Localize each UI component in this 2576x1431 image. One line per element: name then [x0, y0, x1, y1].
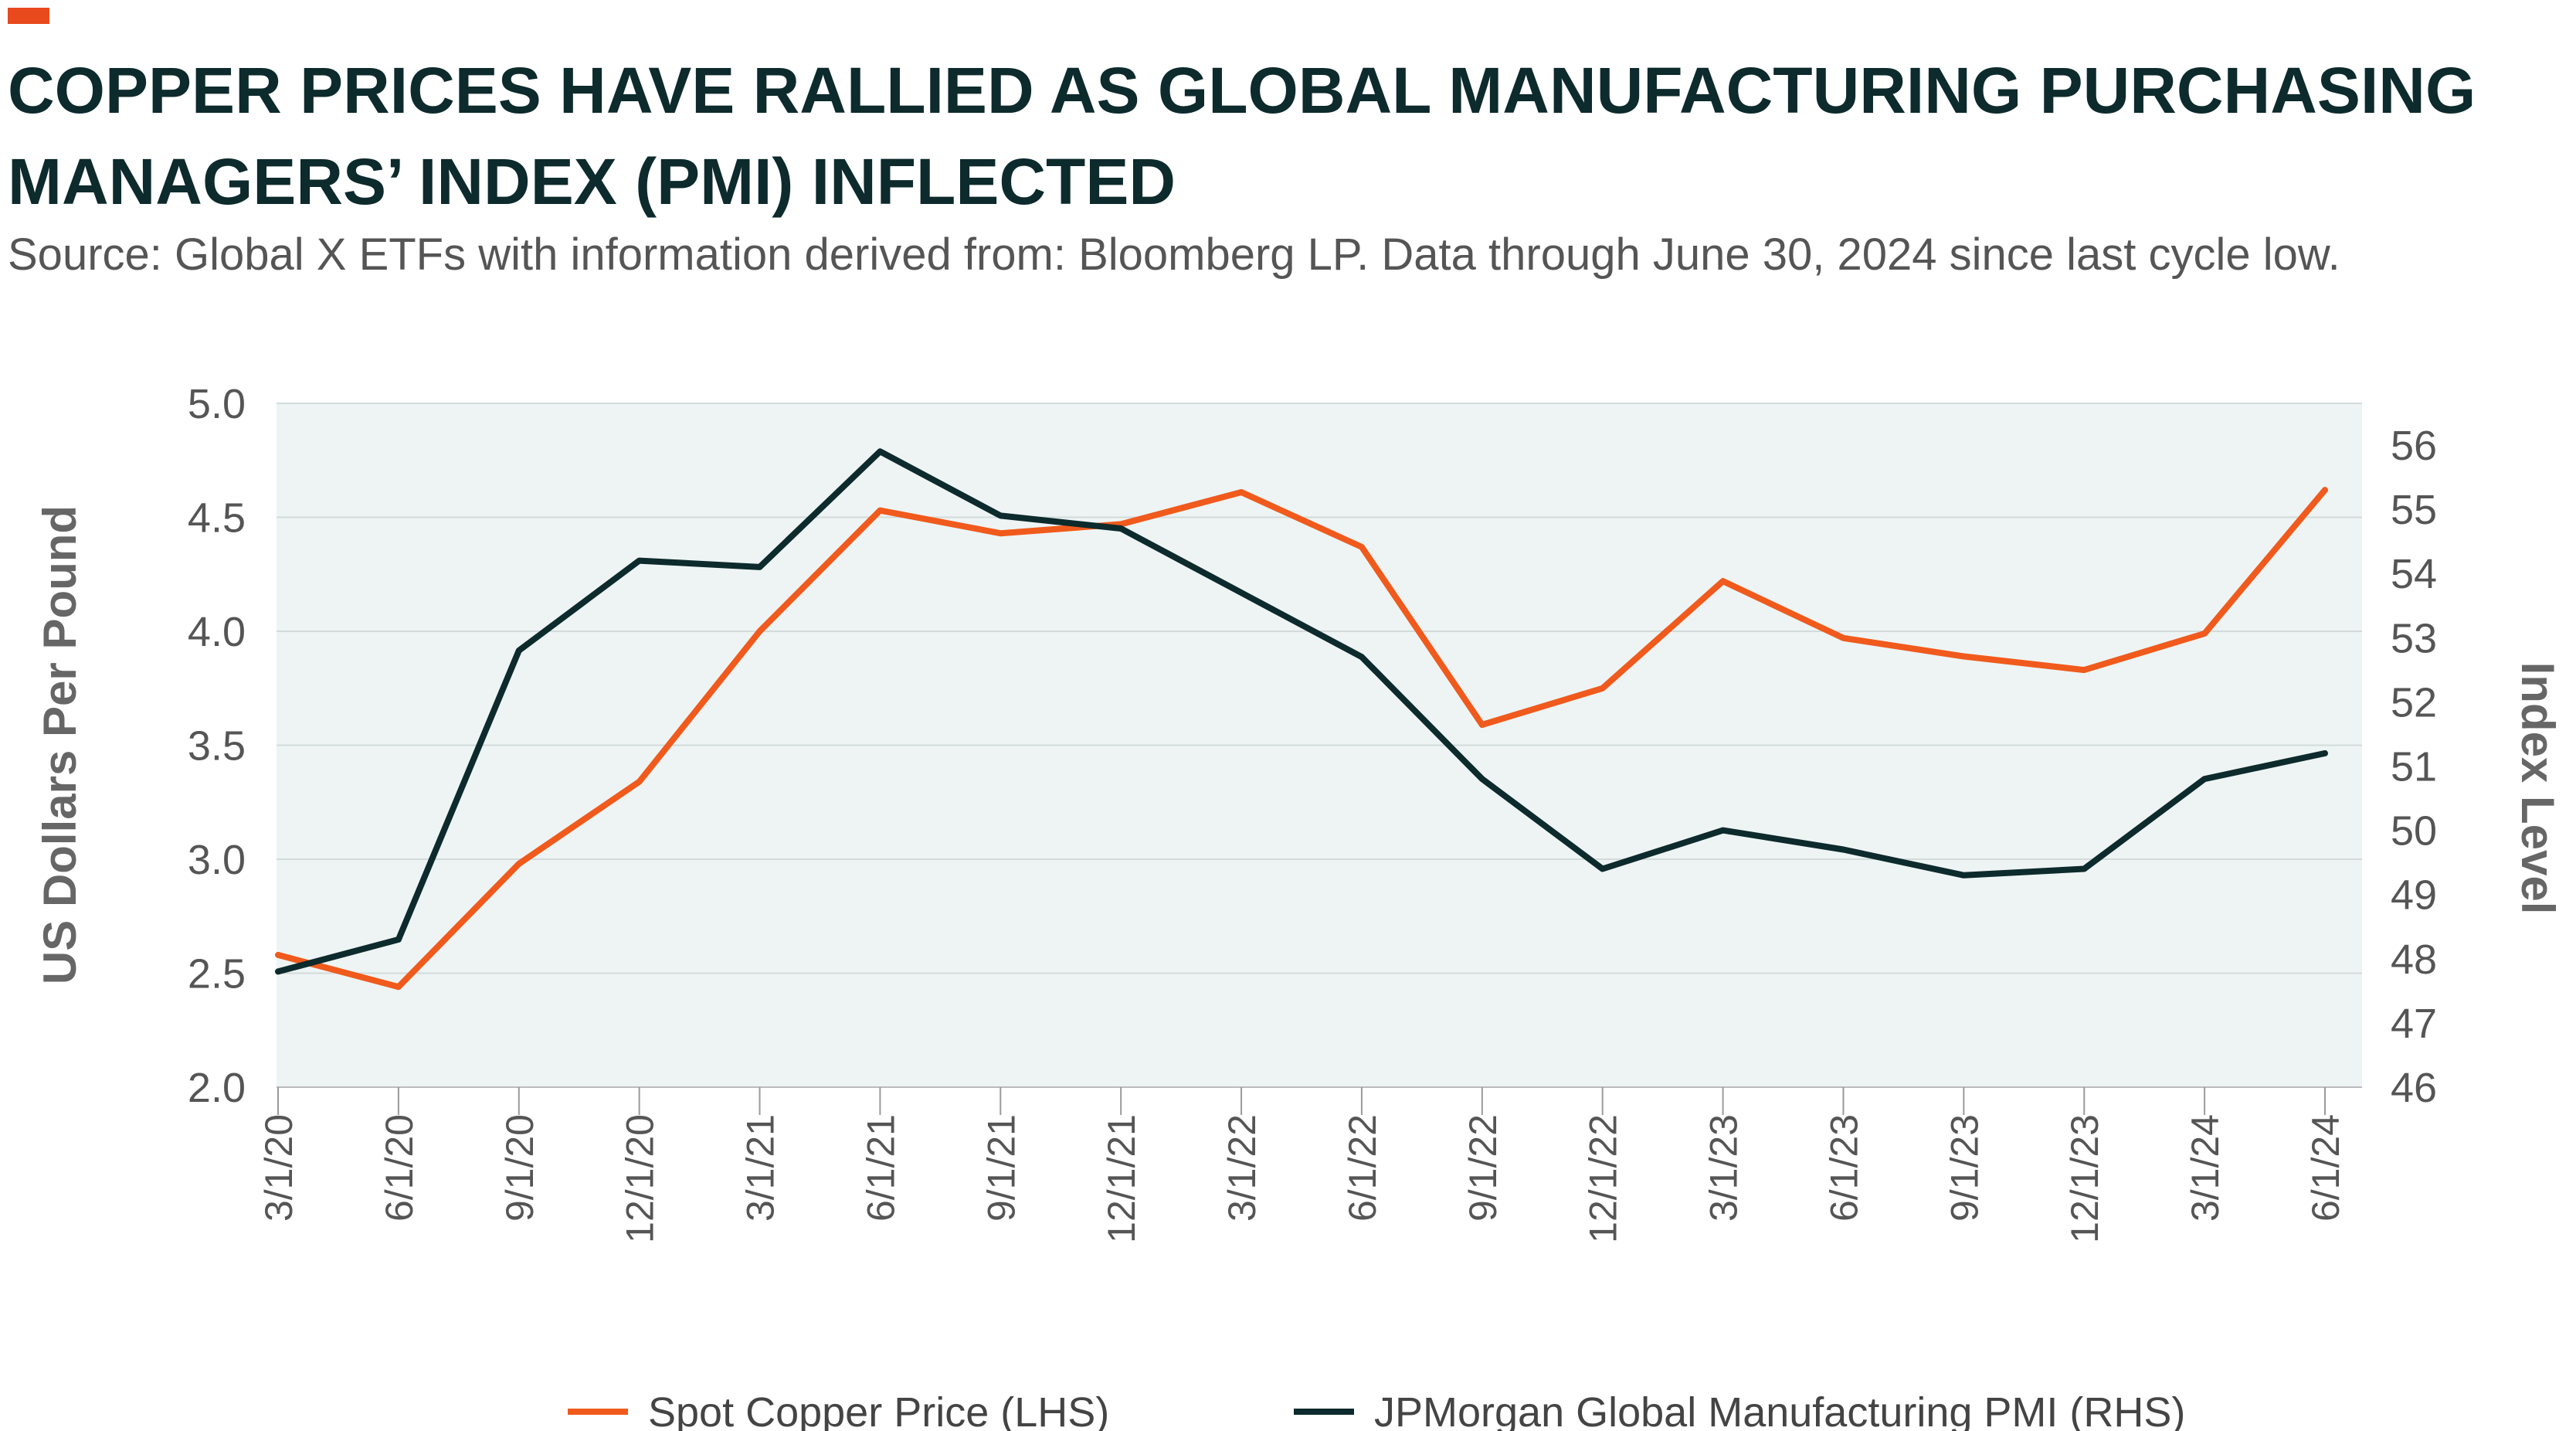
- x-tick-label: 12/1/22: [1582, 1114, 1625, 1243]
- x-tick-label: 3/1/24: [2184, 1114, 2227, 1222]
- y-right-tick-label: 55: [2391, 487, 2437, 533]
- x-tick-label: 9/1/20: [498, 1114, 541, 1222]
- y-left-tick-label: 5.0: [188, 381, 246, 427]
- x-tick-label: 3/1/23: [1702, 1114, 1746, 1222]
- y-right-tick-label: 54: [2391, 551, 2437, 597]
- x-tick-label: 9/1/21: [979, 1114, 1023, 1222]
- y-left-tick-label: 2.5: [188, 951, 246, 998]
- legend-label: Spot Copper Price (LHS): [648, 1389, 1109, 1431]
- y-right-tick-label: 52: [2391, 679, 2437, 726]
- x-tick-label: 6/1/24: [2304, 1114, 2347, 1222]
- chart-source-note: Source: Global X ETFs with information d…: [8, 229, 2340, 280]
- legend-item: JPMorgan Global Manufacturing PMI (RHS): [1294, 1389, 2185, 1431]
- y-right-tick-label: 53: [2391, 615, 2437, 661]
- y-right-tick-label: 51: [2391, 744, 2437, 790]
- x-tick-label: 3/1/21: [739, 1114, 782, 1222]
- y-right-tick-label: 49: [2391, 872, 2437, 919]
- chart-title: COPPER PRICES HAVE RALLIED AS GLOBAL MAN…: [8, 54, 2476, 218]
- y-right-tick-label: 48: [2391, 936, 2437, 983]
- pmi-line: [275, 448, 2328, 975]
- copper-price-line: [275, 487, 2328, 991]
- x-tick-label: 6/1/20: [378, 1114, 421, 1222]
- y-left-tick-label: 4.5: [188, 495, 246, 542]
- y-left-tick-label: 2.0: [188, 1065, 246, 1111]
- x-tick-label: 9/1/23: [1943, 1114, 1986, 1222]
- y-left-tick-label: 4.0: [188, 609, 246, 655]
- copper-price-line-series: [275, 487, 2328, 991]
- x-tick-label: 6/1/22: [1341, 1114, 1384, 1222]
- x-tick-label: 9/1/22: [1461, 1114, 1505, 1222]
- y-right-tick-label: 50: [2391, 808, 2437, 855]
- accent-bar: [8, 8, 49, 24]
- y-left-tick-label: 3.0: [188, 837, 246, 883]
- y-left-axis-title: US Dollars Per Pound: [34, 505, 86, 984]
- x-tick-label: 12/1/20: [619, 1114, 662, 1243]
- legend-label: JPMorgan Global Manufacturing PMI (RHS): [1374, 1389, 2185, 1431]
- x-tick-label: 3/1/20: [257, 1114, 300, 1222]
- y-right-tick-label: 47: [2391, 1001, 2437, 1047]
- x-tick-label: 6/1/21: [859, 1114, 902, 1222]
- x-tick-label: 12/1/23: [2063, 1114, 2106, 1243]
- x-tick-label: 3/1/22: [1220, 1114, 1264, 1222]
- x-tick-label: 6/1/23: [1822, 1114, 1865, 1222]
- legend-item: Spot Copper Price (LHS): [568, 1389, 1109, 1431]
- y-right-tick-label: 46: [2391, 1065, 2437, 1111]
- y-left-tick-label: 3.5: [188, 723, 246, 770]
- x-tick-label: 12/1/21: [1100, 1114, 1143, 1243]
- y-right-axis-title: Index Level: [2512, 662, 2564, 915]
- y-right-tick-label: 56: [2391, 423, 2437, 469]
- pmi-line-series: [275, 448, 2328, 975]
